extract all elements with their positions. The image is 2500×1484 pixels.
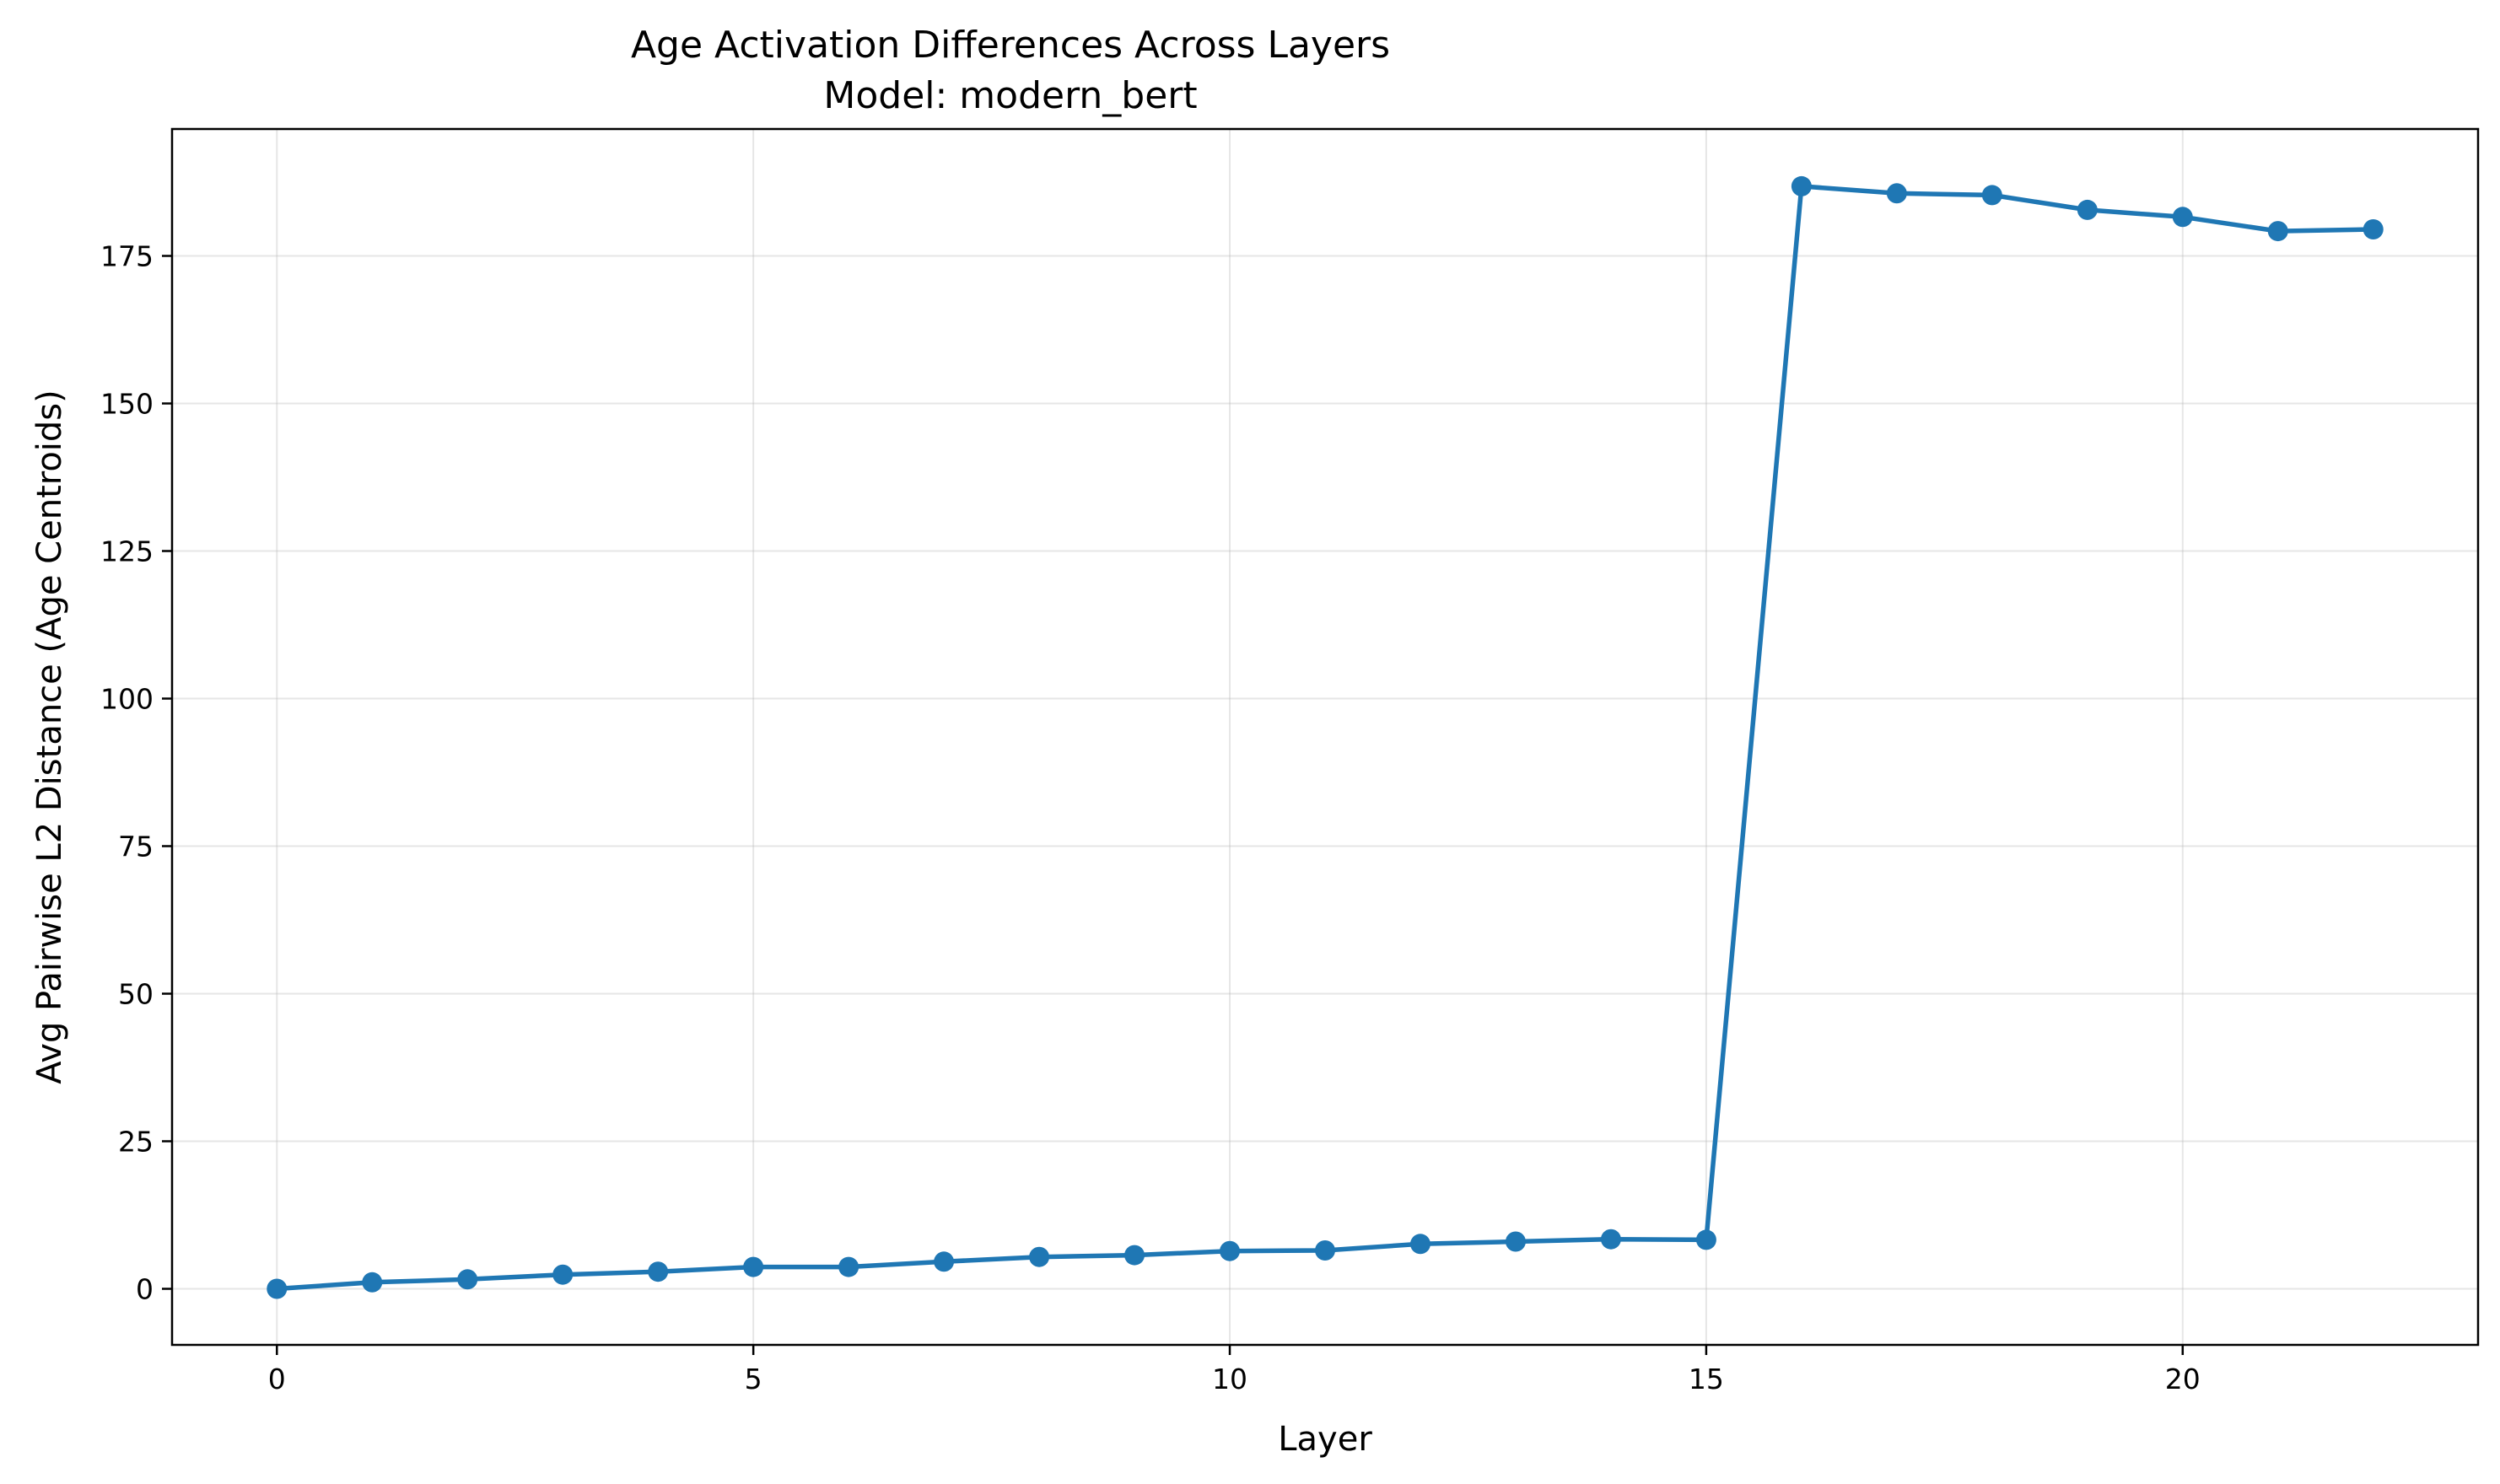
data-point (1886, 183, 1907, 204)
data-point (1505, 1231, 1526, 1252)
x-tick-label: 15 (1689, 1363, 1724, 1395)
data-point (1791, 175, 1812, 196)
data-point (1220, 1240, 1241, 1261)
y-tick-label: 150 (100, 388, 154, 421)
data-point (838, 1256, 859, 1277)
data-point (1315, 1240, 1335, 1261)
series-group (267, 175, 2384, 1299)
y-tick-label: 175 (100, 240, 154, 273)
data-point (1981, 185, 2002, 206)
data-point (2363, 219, 2384, 239)
x-axis-label: Layer (1278, 1420, 1372, 1459)
plot-frame (170, 127, 2480, 1347)
data-point (362, 1272, 383, 1293)
series-line (277, 184, 2373, 1292)
data-point (2267, 221, 2288, 242)
grid (172, 129, 2478, 1345)
chart-subtitle: Model: modern_bert (823, 74, 1197, 117)
y-tick-label: 25 (118, 1126, 154, 1159)
data-point (1029, 1246, 1050, 1267)
y-tick-label: 100 (100, 683, 154, 716)
data-point (1695, 1229, 1716, 1250)
data-point (2172, 207, 2193, 228)
data-point (2077, 199, 2098, 220)
x-tick-label: 0 (268, 1363, 286, 1395)
y-tick-label: 75 (118, 831, 154, 863)
y-tick-label: 0 (136, 1273, 154, 1306)
data-point (457, 1269, 478, 1290)
data-point (1124, 1245, 1145, 1266)
data-point (1600, 1229, 1621, 1250)
data-point (267, 1278, 288, 1299)
axis-ticks: 0 5 10 15 20 0 25 50 75 100 125 150 175 (100, 240, 2201, 1396)
y-tick-label: 50 (118, 978, 154, 1011)
x-tick-label: 10 (1212, 1363, 1247, 1395)
data-point (1409, 1234, 1430, 1255)
data-point (934, 1251, 955, 1272)
data-point (648, 1261, 669, 1282)
y-axis-label: Avg Pairwise L2 Distance (Age Centroids) (30, 390, 69, 1084)
x-tick-label: 5 (745, 1363, 762, 1395)
data-point (743, 1256, 764, 1277)
x-tick-label: 20 (2165, 1363, 2201, 1395)
chart-title: Age Activation Differences Across Layers (631, 24, 1390, 67)
y-tick-label: 125 (100, 535, 154, 568)
data-point (552, 1264, 574, 1285)
